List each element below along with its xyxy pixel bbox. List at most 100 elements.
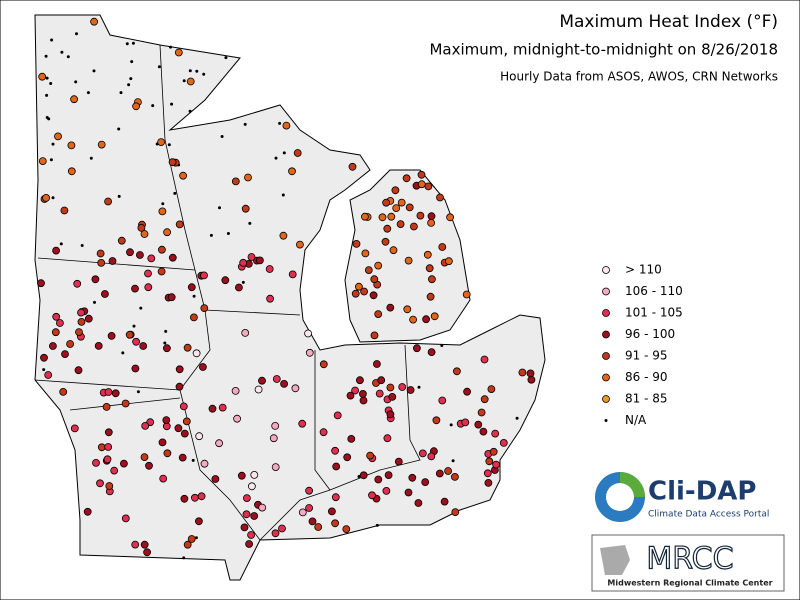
station-dot	[480, 395, 489, 404]
station-dot	[94, 341, 103, 350]
station-dot	[258, 503, 267, 512]
station-dot	[332, 462, 341, 471]
station-dot	[333, 411, 342, 420]
station-dot	[375, 389, 384, 398]
station-dot	[140, 453, 149, 462]
station-dot	[444, 257, 453, 266]
station-dot	[174, 424, 183, 433]
station-dot	[242, 494, 251, 503]
station-dot	[117, 236, 126, 245]
station-dot	[374, 310, 383, 319]
legend: > 110 106 - 110 101 - 105 96 - 100 91 - 95 86…	[602, 263, 683, 427]
station-dot	[416, 211, 425, 220]
station-dot	[233, 414, 242, 423]
station-dot	[432, 416, 441, 425]
station-dot	[84, 314, 93, 323]
station-dot	[119, 91, 123, 95]
station-dot	[382, 486, 391, 495]
station-dot	[331, 493, 340, 502]
station-dot	[97, 443, 106, 452]
station-dot	[409, 222, 418, 231]
station-dot	[37, 279, 45, 288]
station-dot	[197, 492, 206, 501]
station-dot	[241, 204, 250, 213]
station-dot	[281, 193, 285, 197]
station-dot	[374, 261, 383, 270]
station-dot	[377, 376, 386, 385]
station-dot	[485, 457, 494, 466]
station-dot	[200, 459, 209, 468]
station-dot	[167, 143, 171, 147]
station-dot	[89, 156, 93, 160]
station-dot	[49, 82, 53, 85]
station-dot	[331, 446, 340, 455]
station-dot	[45, 93, 49, 97]
station-dot	[298, 508, 307, 517]
station-dot	[293, 149, 302, 157]
station-dot	[190, 493, 199, 502]
station-dot	[386, 303, 395, 312]
station-dot	[86, 91, 90, 95]
station-dot	[117, 194, 121, 198]
station-dot	[427, 212, 436, 221]
station-dot	[158, 207, 167, 216]
station-dot	[158, 438, 167, 447]
station-dot	[515, 416, 519, 420]
station-dot	[42, 193, 50, 202]
station-dot	[132, 337, 141, 346]
station-dot	[461, 418, 470, 427]
station-dot	[56, 319, 64, 327]
station-dot	[192, 294, 196, 298]
station-dot	[396, 220, 405, 229]
station-dot	[368, 491, 376, 500]
station-dot	[104, 443, 113, 451]
station-dot	[414, 499, 423, 507]
station-dot	[384, 471, 393, 480]
station-dots	[37, 17, 536, 560]
station-dot	[298, 419, 307, 428]
station-dot	[175, 220, 184, 229]
station-dot	[374, 475, 383, 484]
station-dot	[418, 449, 427, 458]
station-dot	[258, 376, 266, 385]
station-dot	[91, 275, 100, 284]
station-dot	[427, 218, 436, 227]
station-dot	[103, 455, 112, 464]
station-dot	[427, 275, 436, 284]
state-line	[37, 257, 196, 271]
station-dot	[388, 392, 397, 401]
station-dot	[375, 523, 379, 527]
station-dot	[105, 482, 114, 490]
station-dot	[406, 386, 415, 394]
station-dot	[127, 83, 131, 87]
station-dot	[370, 275, 379, 284]
station-dot	[92, 69, 96, 73]
station-dot	[157, 138, 166, 147]
station-dot	[242, 510, 251, 519]
station-dot	[54, 132, 62, 141]
station-dot	[170, 102, 174, 106]
station-dot	[157, 65, 161, 69]
station-dot	[186, 77, 195, 86]
station-dot	[463, 387, 472, 396]
station-dot	[342, 525, 351, 533]
station-dot	[195, 69, 199, 73]
station-dot	[241, 328, 250, 337]
station-dot	[144, 283, 153, 292]
station-dot	[189, 313, 198, 322]
station-dot	[77, 317, 86, 326]
station-dot	[314, 523, 323, 531]
station-dot	[394, 457, 403, 466]
station-dot	[169, 45, 172, 49]
station-dot	[403, 305, 412, 314]
station-dot	[182, 556, 186, 560]
station-dot	[355, 376, 364, 385]
station-dot	[347, 434, 356, 443]
station-dot	[49, 158, 53, 162]
station-dot	[200, 304, 209, 313]
state-line	[179, 389, 261, 541]
mrcc-logo: MRCC Midwestern Regional Climate Center	[591, 534, 785, 592]
station-dot	[357, 475, 361, 478]
station-dot	[250, 512, 259, 520]
